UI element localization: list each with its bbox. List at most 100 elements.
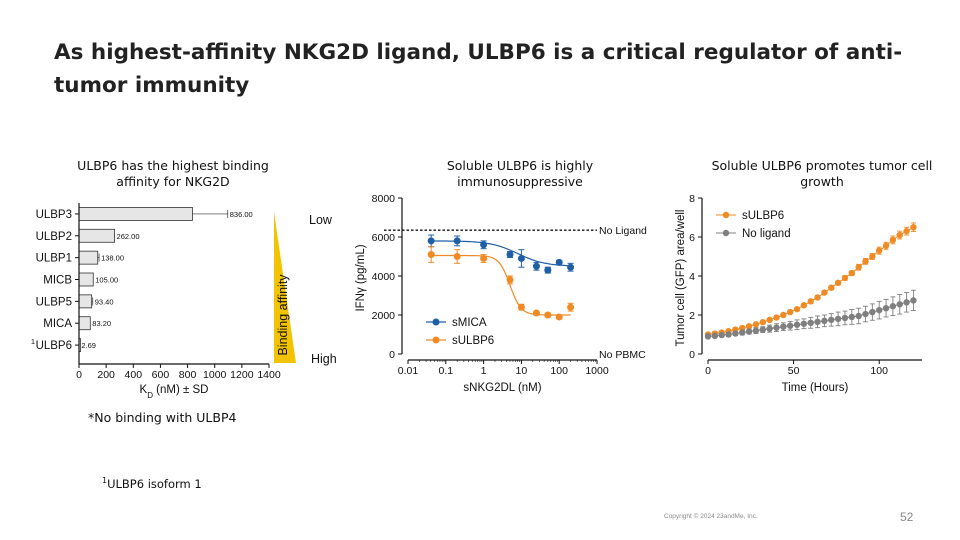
data-point-sulbp6 [903,227,910,235]
data-point-no-ligand [759,326,766,333]
x-tick-label-c: 50 [788,365,800,377]
data-point-sulbp6 [821,289,828,296]
data-point-no-ligand [848,313,856,321]
data-point-sulbp6 [480,254,488,262]
value-label-mica: 83.20 [92,319,111,328]
data-point-no-ligand [786,322,794,329]
copyright-notice: Copyright © 2024 23andMe, Inc. [664,513,758,520]
legend-marker-sulbp6 [432,336,440,344]
x-tick-label-b: 0.01 [398,365,419,377]
data-point-smica [427,237,435,245]
isoform-footnote-marker: 1 [102,476,108,485]
data-point-sulbp6 [814,294,821,301]
data-point-sulbp6 [544,311,552,319]
panel-title-binding: ULBP6 has the highest binding affinity f… [77,158,269,189]
y-tick-label-c: 8 [689,193,695,205]
data-point-sulbp6 [869,253,876,260]
no-ligand-label: No Ligand [599,225,647,237]
data-point-sulbp6 [780,311,787,319]
data-point-sulbp6 [855,264,862,271]
x-axis-title: KD (nM) ± SD [140,384,209,400]
data-point-sulbp6 [841,274,849,282]
data-point-sulbp6 [910,224,917,231]
data-point-no-ligand [773,324,780,331]
page-number: 52 [900,510,914,524]
y-tick-superscript-ulbp6: 1 [31,337,35,346]
y-tick-label-ulbp3: ULBP3 [36,209,72,221]
y-tick-label-mica: MICA [43,318,72,330]
data-point-sulbp6 [800,302,808,309]
y-tick-label-b: 0 [389,349,395,361]
y-tick-label-b: 8000 [372,193,396,205]
data-point-sulbp6 [786,308,794,316]
x-axis-title-c: Time (Hours) [782,382,849,394]
value-label-micb: 105.00 [95,276,118,285]
data-point-no-ligand [876,306,883,314]
data-point-no-ligand [807,319,814,326]
data-point-no-ligand [766,325,773,332]
bar-mica [78,316,91,331]
x-tick-label: 600 [152,369,170,381]
data-point-no-ligand [800,320,808,327]
data-point-no-ligand [704,333,712,340]
data-point-no-ligand [752,327,760,334]
legend-label-sulbp6: sULBP6 [452,335,494,347]
value-label-ulbp1: 138.00 [101,254,124,263]
affinity-scale-label: Binding affinity [276,274,290,356]
data-point-no-ligand [855,312,862,320]
affinity-low-label: Low [309,213,333,227]
data-point-no-ligand [718,331,725,339]
data-point-smica [506,251,514,259]
bar-ulbp3 [78,207,193,221]
data-point-sulbp6 [896,231,903,239]
data-point-sulbp6 [759,319,766,326]
y-tick-label-micb: MICB [43,275,72,287]
data-point-smica [544,266,552,274]
data-point-sulbp6 [793,305,801,313]
x-tick-label: 1200 [230,369,254,381]
y-axis-title-c: Tumor cell (GFP) area/well [675,210,687,347]
value-label-ulbp2: 262.00 [117,232,140,241]
data-point-smica [532,262,540,270]
data-point-sulbp6 [848,269,856,277]
data-point-smica [555,258,563,266]
x-tick-label-b: 100 [550,365,568,377]
data-point-smica [517,254,525,262]
y-tick-label-c: 2 [689,310,695,322]
data-point-sulbp6 [453,253,461,260]
x-tick-label-b: 1 [481,365,487,377]
no-pbmc-label: No PBMC [599,349,646,361]
data-point-no-ligand [882,304,890,312]
y-tick-label-ulbp6: ULBP6 [36,340,72,352]
data-point-sulbp6 [745,323,753,330]
data-point-sulbp6 [834,279,842,287]
x-tick-label: 200 [97,369,115,381]
y-tick-label-c: 4 [689,271,695,283]
data-point-no-ligand [862,310,869,318]
data-point-smica [567,263,575,271]
y-tick-label-ulbp2: ULBP2 [36,231,72,243]
data-point-sulbp6 [555,313,563,321]
legend-marker-smica [432,318,440,326]
data-point-no-ligand [821,317,828,325]
value-label-ulbp5: 93.40 [95,297,114,306]
fit-curve-smica [431,240,571,267]
data-point-sulbp6 [876,247,883,254]
y-tick-label-b: 2000 [372,310,396,322]
data-point-no-ligand [841,314,849,322]
bar-ulbp2 [78,228,115,243]
data-point-sulbp6 [517,303,525,311]
bar-ulbp1 [78,250,99,265]
data-point-sulbp6 [567,303,575,311]
data-point-sulbp6 [766,316,773,324]
x-tick-label-b: 0.1 [438,365,453,377]
data-point-sulbp6 [882,242,890,249]
value-label-ulbp6: 2.69 [81,341,96,350]
data-point-sulbp6 [427,251,435,259]
data-point-no-ligand [793,321,801,328]
data-point-smica [453,237,461,245]
data-point-no-ligand [814,318,821,326]
bar-ulbp5 [78,294,93,309]
data-point-sulbp6 [807,298,814,305]
x-tick-label-c: 0 [705,365,711,377]
